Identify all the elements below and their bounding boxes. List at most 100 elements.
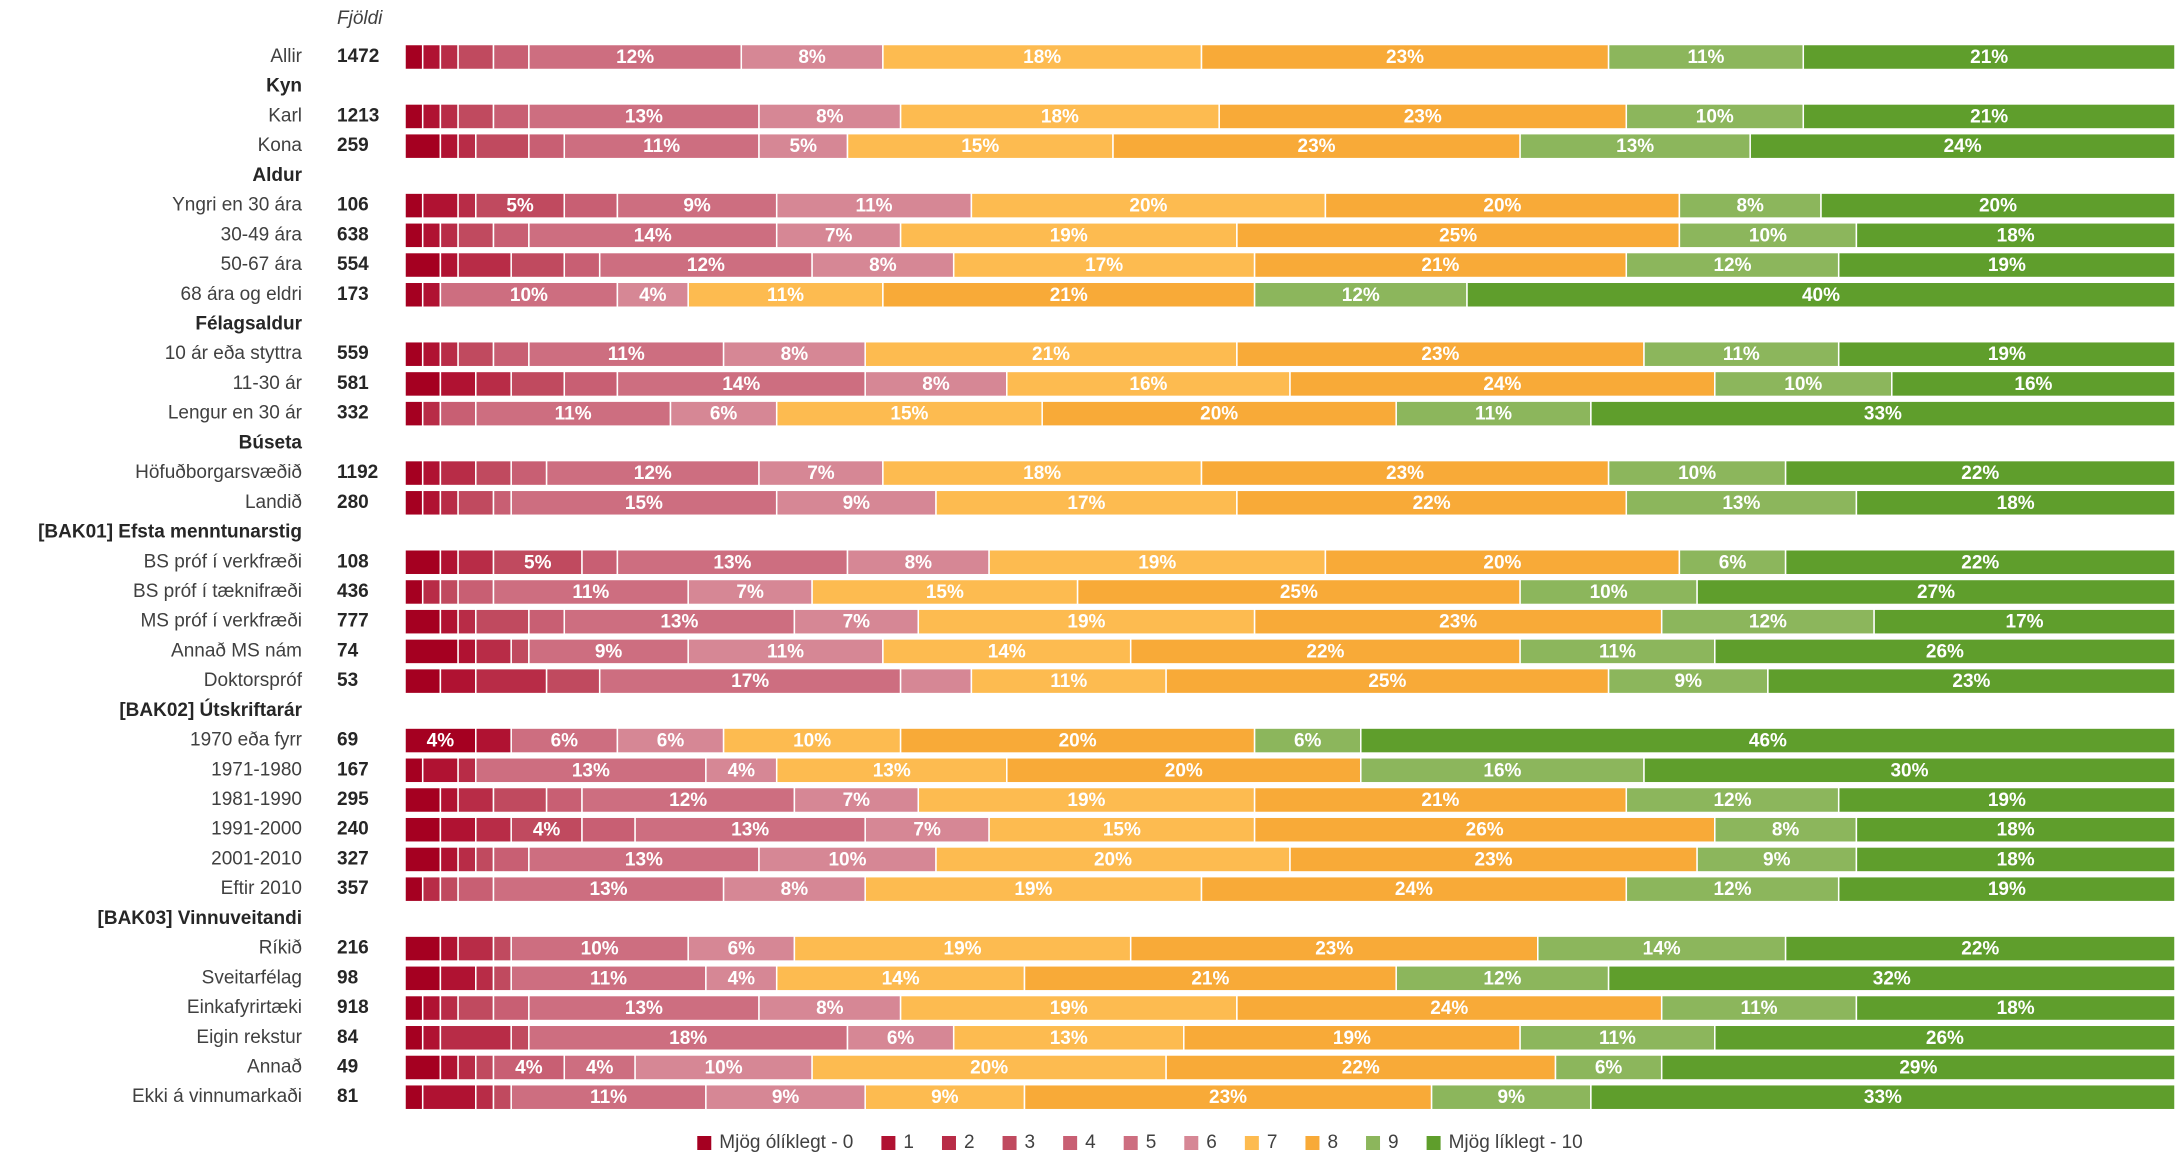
bar-segment bbox=[439, 994, 459, 1022]
bar-segment bbox=[421, 340, 442, 368]
bar-segment bbox=[492, 1054, 566, 1081]
legend-swatch bbox=[1184, 1136, 1199, 1150]
count-label: 436 bbox=[337, 581, 369, 602]
data-label: 33% bbox=[1864, 404, 1902, 425]
legend-swatch bbox=[1123, 1136, 1138, 1150]
legend-label: 2 bbox=[964, 1132, 975, 1153]
bar-segment bbox=[404, 638, 459, 665]
bar-segment bbox=[864, 875, 1203, 903]
data-label: 21% bbox=[1421, 255, 1459, 276]
bar-segment bbox=[563, 132, 760, 160]
bar-segment bbox=[864, 370, 1008, 398]
category-label: Annað MS nám bbox=[171, 640, 302, 661]
bar-segment bbox=[404, 103, 424, 130]
bar-segment bbox=[722, 727, 902, 754]
category-label: 10 ár eða styttra bbox=[165, 343, 303, 364]
data-label: 13% bbox=[660, 612, 698, 633]
bar-segment bbox=[421, 103, 442, 130]
bar-segment bbox=[528, 103, 760, 130]
data-label: 23% bbox=[1386, 463, 1424, 484]
count-label: 554 bbox=[337, 254, 369, 275]
legend-swatch bbox=[1426, 1136, 1441, 1150]
count-label: 295 bbox=[337, 789, 369, 810]
group-header: [BAK01] Efsta menntunarstig bbox=[38, 522, 302, 543]
data-label: 19% bbox=[1988, 790, 2026, 811]
bar-segment bbox=[475, 400, 672, 427]
bar-segment bbox=[775, 757, 1008, 784]
bar-segment bbox=[970, 667, 1167, 695]
bar-segment bbox=[421, 757, 459, 784]
group-header: Félagsaldur bbox=[195, 313, 302, 334]
bar-segment bbox=[404, 667, 442, 695]
data-label: 6% bbox=[1719, 552, 1747, 573]
bar-segment bbox=[404, 846, 442, 873]
category-label: Höfuðborgarsvæðið bbox=[135, 462, 302, 483]
legend-swatch bbox=[881, 1136, 896, 1150]
data-label: 20% bbox=[1094, 849, 1132, 870]
category-label: 1981-1990 bbox=[211, 789, 302, 810]
count-label: 1472 bbox=[337, 46, 379, 67]
category-label: Eigin rekstur bbox=[196, 1027, 302, 1048]
bar-segment bbox=[1236, 222, 1681, 249]
bar-segment bbox=[1200, 459, 1610, 487]
bar-segment bbox=[846, 132, 1114, 160]
data-label: 21% bbox=[1050, 285, 1088, 306]
bar-segment bbox=[421, 994, 442, 1022]
data-label: 8% bbox=[781, 879, 809, 900]
bar-segment bbox=[421, 192, 459, 219]
bar-segment bbox=[1891, 370, 2175, 398]
bar-segment bbox=[492, 43, 530, 71]
bar-segment bbox=[1519, 132, 1751, 160]
count-label: 357 bbox=[337, 878, 369, 899]
data-label: 23% bbox=[1209, 1087, 1247, 1108]
bar-segment bbox=[439, 935, 459, 962]
bar-segment bbox=[457, 103, 495, 130]
count-label: 84 bbox=[337, 1027, 359, 1048]
data-label: 13% bbox=[1616, 136, 1654, 157]
bar-segment bbox=[421, 43, 442, 71]
data-label: 19% bbox=[1138, 552, 1176, 573]
category-label: 68 ára og eldri bbox=[181, 284, 302, 305]
data-label: 10% bbox=[1678, 463, 1716, 484]
bar-segment bbox=[475, 132, 530, 160]
bar-segment bbox=[1837, 875, 2175, 903]
bar-segment bbox=[846, 548, 990, 576]
bar-segment bbox=[421, 222, 442, 249]
bar-segment bbox=[528, 1024, 849, 1052]
data-label: 18% bbox=[1997, 998, 2035, 1019]
bar-segment bbox=[775, 400, 1043, 427]
bar-segment bbox=[952, 251, 1256, 279]
bar-segment bbox=[492, 340, 530, 368]
count-label: 108 bbox=[337, 551, 369, 572]
data-label: 23% bbox=[1315, 939, 1353, 960]
category-label: Landið bbox=[245, 492, 302, 513]
bar-segment bbox=[439, 667, 477, 695]
bar-segment bbox=[528, 846, 760, 873]
data-label: 22% bbox=[1961, 939, 1999, 960]
data-label: 9% bbox=[772, 1087, 800, 1108]
data-label: 9% bbox=[1763, 849, 1791, 870]
bar-segment bbox=[457, 43, 495, 71]
data-label: 15% bbox=[961, 136, 999, 157]
data-label: 23% bbox=[1386, 47, 1424, 68]
bar-segment bbox=[1590, 1083, 2175, 1111]
data-label: 20% bbox=[1200, 404, 1238, 425]
data-label: 10% bbox=[705, 1057, 743, 1078]
bar-segment bbox=[545, 786, 583, 814]
data-label: 11% bbox=[643, 136, 680, 157]
bar-segment bbox=[404, 132, 442, 160]
data-label: 18% bbox=[1041, 106, 1079, 127]
data-label: 12% bbox=[616, 47, 654, 68]
data-label: 11% bbox=[1723, 344, 1760, 365]
category-label: Allir bbox=[270, 46, 302, 67]
data-label: 19% bbox=[1067, 612, 1105, 633]
data-label: 16% bbox=[1483, 760, 1521, 781]
bar-segment bbox=[457, 578, 495, 606]
group-header: Aldur bbox=[252, 165, 302, 186]
data-label: 8% bbox=[781, 344, 809, 365]
bar-segment bbox=[457, 608, 477, 635]
count-label: 106 bbox=[337, 195, 369, 216]
bar-segment bbox=[1714, 370, 1893, 398]
bar-segment bbox=[439, 1024, 512, 1052]
category-label: Eftir 2010 bbox=[221, 878, 302, 899]
